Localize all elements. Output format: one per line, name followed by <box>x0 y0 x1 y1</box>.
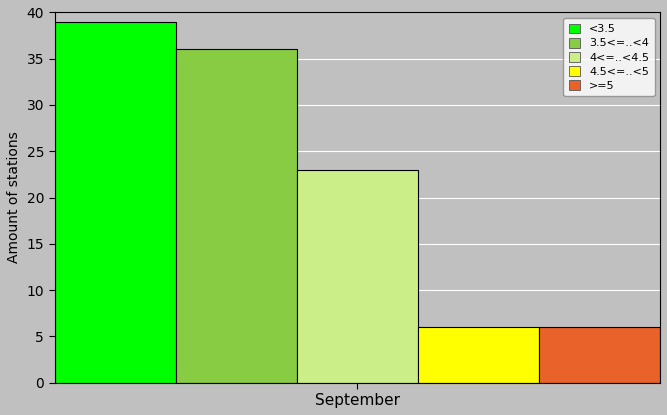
Bar <box>297 170 418 383</box>
Bar <box>418 327 539 383</box>
Bar <box>175 49 297 383</box>
Y-axis label: Amount of stations: Amount of stations <box>7 132 21 264</box>
Bar <box>55 22 175 383</box>
Bar <box>539 327 660 383</box>
Legend: <3.5, 3.5<=..<4, 4<=..<4.5, 4.5<=..<5, >=5: <3.5, 3.5<=..<4, 4<=..<4.5, 4.5<=..<5, >… <box>564 18 654 96</box>
